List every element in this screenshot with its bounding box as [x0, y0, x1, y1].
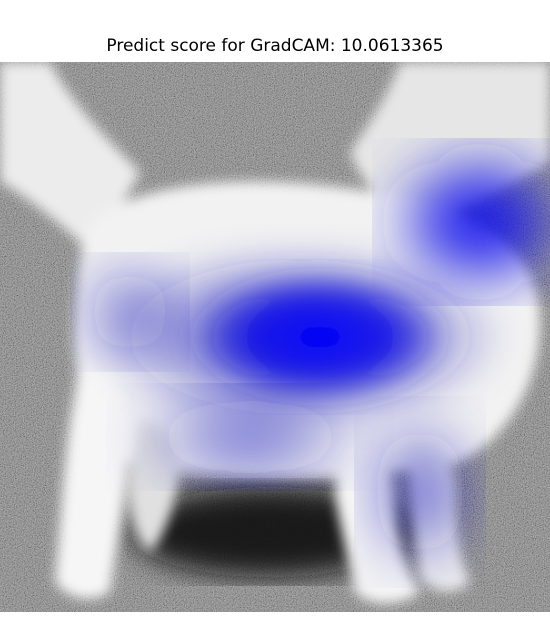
figure-title: Predict score for GradCAM: 10.0613365	[106, 36, 444, 56]
gradcam-image	[0, 62, 550, 612]
dog-gradcam-heatmap-image	[0, 62, 550, 612]
